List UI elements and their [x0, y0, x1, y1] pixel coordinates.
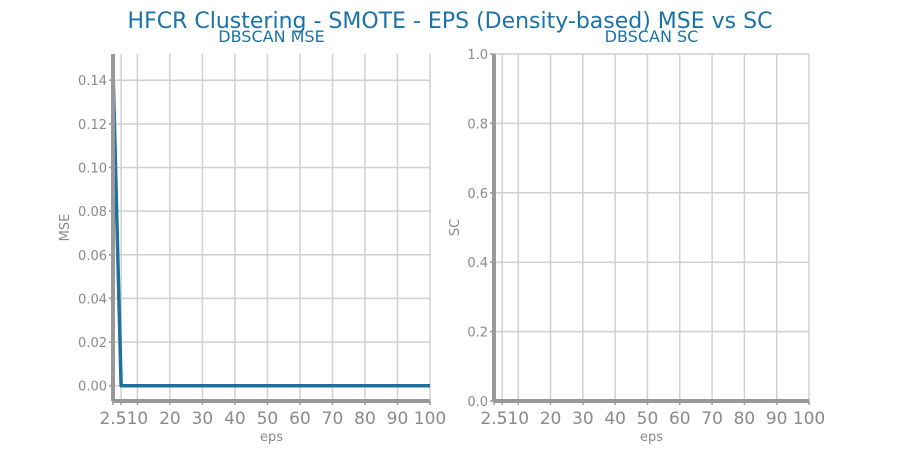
chart-0-xtick-label-9: 80 — [354, 409, 376, 429]
chart-0-xtick-label-7: 60 — [289, 409, 311, 429]
chart-0-xtick-label-11: 100 — [414, 409, 446, 429]
chart-1-xtick-label-9: 80 — [734, 409, 756, 429]
chart-1-ytick-label-0: 0.0 — [467, 395, 488, 410]
chart-0-xtick-label-4: 30 — [192, 409, 214, 429]
chart-1-xtick-label-10: 90 — [766, 409, 788, 429]
chart-1-ytick-label-2: 0.4 — [467, 256, 488, 271]
chart-0-xtick-label-3: 20 — [159, 409, 181, 429]
chart-1-xtick-label-4: 30 — [572, 409, 594, 429]
chart-1-ylabel: SC — [448, 219, 463, 236]
chart-1-xtick-label-7: 60 — [669, 409, 691, 429]
chart-1-title: DBSCAN SC — [605, 27, 699, 46]
chart-1-xtick-label-11: 100 — [793, 409, 825, 429]
chart-0-title: DBSCAN MSE — [218, 27, 324, 46]
chart-1-xtick-label-2: 10 — [507, 409, 529, 429]
chart-0-ytick-label-5: 0.10 — [78, 161, 107, 176]
chart-0-ytick-label-4: 0.08 — [78, 205, 107, 220]
chart-0-ytick-label-0: 0.00 — [78, 380, 107, 395]
chart-1-ytick-label-3: 0.6 — [467, 187, 488, 202]
chart-1-xtick-label-3: 20 — [540, 409, 562, 429]
chart-0-xtick-label-8: 70 — [322, 409, 344, 429]
chart-0-xtick-label-5: 40 — [224, 409, 246, 429]
chart-0-xtick-label-2: 10 — [127, 409, 149, 429]
chart-0-xtick-label-10: 90 — [387, 409, 409, 429]
chart-1-xtick-label-1: 5 — [497, 409, 508, 429]
chart-0-ytick-label-3: 0.06 — [78, 249, 107, 264]
chart-0-ytick-label-1: 0.02 — [78, 336, 107, 351]
figure-title: HFCR Clustering - SMOTE - EPS (Density-b… — [128, 9, 773, 34]
chart-0-xtick-label-1: 5 — [116, 409, 127, 429]
chart-0-ylabel: MSE — [58, 214, 73, 242]
chart-1-xtick-label-6: 50 — [637, 409, 659, 429]
chart-1-xtick-label-5: 40 — [604, 409, 626, 429]
chart-1-ytick-label-4: 0.8 — [467, 117, 488, 132]
chart-0-series-line-0 — [111, 69, 430, 388]
chart-1-ytick-label-5: 1.0 — [467, 48, 488, 63]
chart-0-ytick-label-6: 0.12 — [78, 118, 107, 133]
chart-1-ytick-label-1: 0.2 — [467, 326, 488, 341]
chart-0-ytick-label-7: 0.14 — [78, 74, 107, 89]
chart-0-ytick-label-2: 0.04 — [78, 292, 107, 307]
chart-1-xlabel: eps — [640, 430, 663, 445]
chart-1-xtick-label-8: 70 — [701, 409, 723, 429]
chart-0-xtick-label-6: 50 — [257, 409, 279, 429]
chart-0-xtick-label-0: 2.5 — [99, 409, 126, 429]
chart-1-xtick-label-0: 2.5 — [480, 409, 507, 429]
chart-0-xlabel: eps — [260, 430, 283, 445]
